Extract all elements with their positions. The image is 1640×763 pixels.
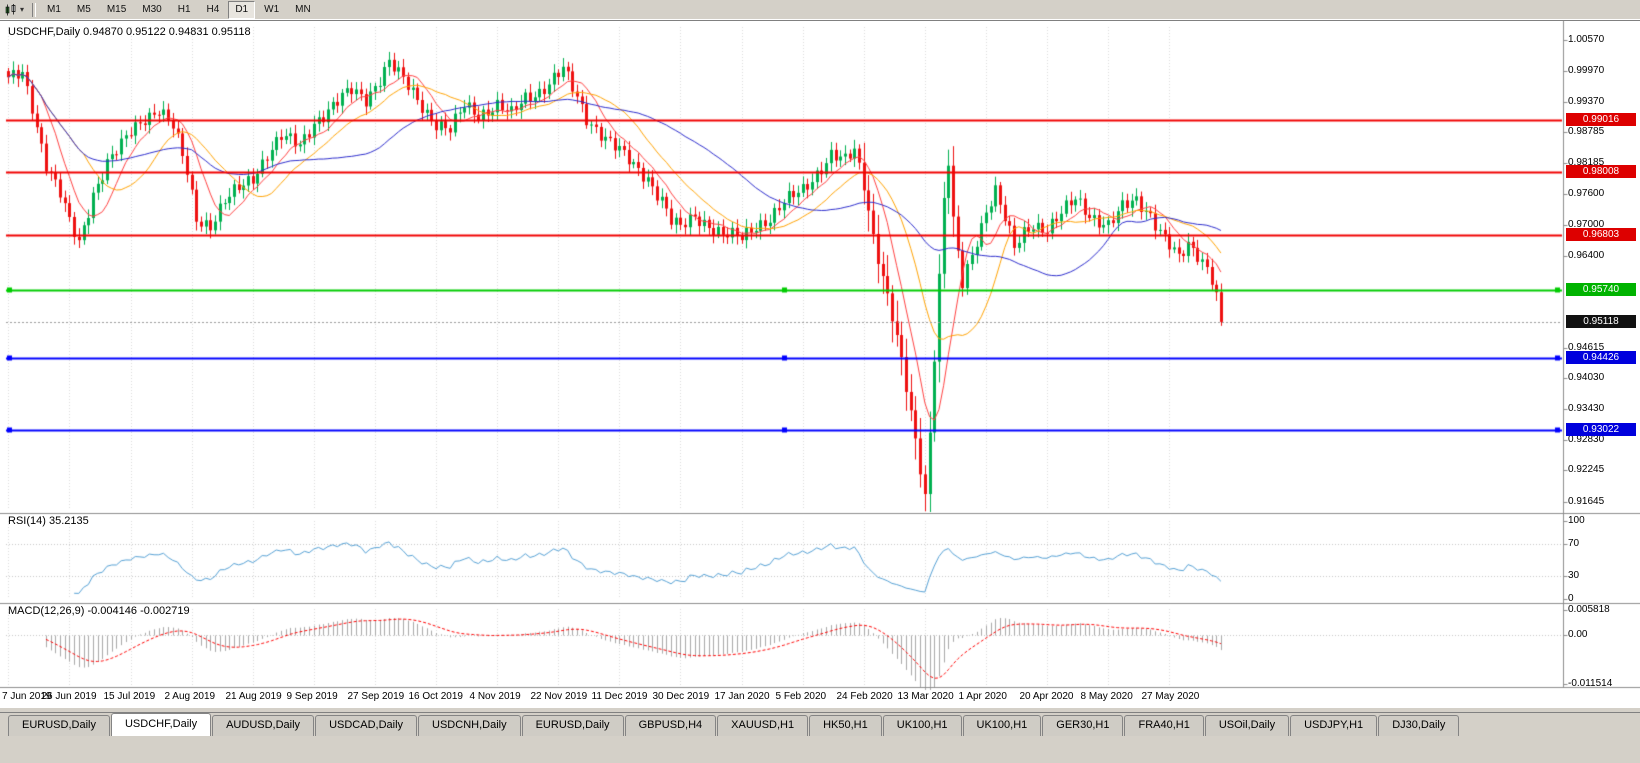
price-axis-label: 0.91645 — [1568, 495, 1605, 507]
date-label: 17 Jan 2020 — [714, 691, 770, 702]
timeframe-button-mn[interactable]: MN — [295, 3, 311, 15]
price-axis-label: 0.94615 — [1568, 341, 1605, 353]
price-axis-label: 0.98185 — [1568, 157, 1605, 169]
date-label: 9 Sep 2019 — [286, 691, 338, 702]
timeframe-button-d1[interactable]: D1 — [228, 0, 256, 19]
date-label: 1 Apr 2020 — [958, 691, 1007, 702]
date-label: 16 Oct 2019 — [408, 691, 463, 702]
toolbar-separator — [32, 2, 37, 17]
date-label: 2 Aug 2019 — [164, 691, 216, 702]
macd-axis-label: -0.011514 — [1568, 677, 1613, 689]
timeframe-button-m1[interactable]: M1 — [47, 3, 61, 15]
date-label: 15 Jul 2019 — [103, 691, 156, 702]
timeframe-button-w1[interactable]: W1 — [264, 3, 280, 15]
chart-tab-eurusd-daily[interactable]: EURUSD,Daily — [521, 715, 624, 736]
macd-axis-label: 0.005818 — [1568, 603, 1610, 615]
timeframe-button-m15[interactable]: M15 — [106, 3, 127, 15]
date-label: 24 Feb 2020 — [836, 691, 893, 702]
chart-tabs-bar: EURUSD,Daily USDCHF,Daily AUDUSD,Daily USDC… — [0, 712, 1640, 736]
date-label: 27 Sep 2019 — [347, 691, 405, 702]
rsi-title: RSI(14) 35.2135 — [8, 515, 89, 527]
date-label: 5 Feb 2020 — [775, 691, 827, 702]
current-price-badge: 0.95118 — [1566, 314, 1636, 328]
price-axis-label: 0.99370 — [1568, 95, 1605, 107]
price-axis-label: 0.98785 — [1568, 126, 1605, 138]
price-level-badge[interactable]: 0.99016 — [1566, 113, 1636, 127]
date-label: 20 Apr 2020 — [1019, 691, 1074, 702]
chart-canvas[interactable] — [0, 21, 1640, 709]
candlestick-chart-icon[interactable] — [3, 3, 19, 17]
timeframe-button-h1[interactable]: H1 — [177, 3, 191, 15]
chart-tab-gbpusd-h4[interactable]: GBPUSD,H4 — [624, 715, 717, 736]
price-level-badge[interactable]: 0.94426 — [1566, 350, 1636, 364]
price-level-badge[interactable]: 0.95740 — [1566, 282, 1636, 296]
price-axis-label: 0.96400 — [1568, 249, 1605, 261]
chart-tab-audusd-daily[interactable]: AUDUSD,Daily — [212, 715, 315, 736]
date-label: 13 Mar 2020 — [897, 691, 954, 702]
chart-title: USDCHF,Daily 0.94870 0.95122 0.94831 0.9… — [8, 26, 251, 38]
price-level-badge[interactable]: 0.93022 — [1566, 423, 1636, 437]
chart-tab-uk100-h1[interactable]: UK100,H1 — [962, 715, 1042, 736]
chart-tab-dj30-daily[interactable]: DJ30,Daily — [1378, 715, 1460, 736]
date-label: 27 May 2020 — [1141, 691, 1200, 702]
price-axis-label: 0.92245 — [1568, 464, 1605, 476]
date-label: 22 Nov 2019 — [530, 691, 588, 702]
rsi-axis-label: 30 — [1568, 569, 1580, 581]
timeframe-button-m30[interactable]: M30 — [142, 3, 162, 15]
price-axis-label: 0.97000 — [1568, 218, 1605, 230]
chart-tab-usdcad-daily[interactable]: USDCAD,Daily — [315, 715, 418, 736]
price-axis-label: 0.92830 — [1568, 434, 1605, 446]
chart-tab-uk100-h1[interactable]: UK100,H1 — [882, 715, 962, 736]
date-label: 30 Dec 2019 — [652, 691, 710, 702]
rsi-axis-label: 0 — [1568, 593, 1574, 604]
chart-tab-fra40-h1[interactable]: FRA40,H1 — [1124, 715, 1204, 736]
date-label: 11 Dec 2019 — [591, 691, 648, 702]
chart-tab-usoil-daily[interactable]: USOil,Daily — [1204, 715, 1290, 736]
date-label: 8 May 2020 — [1080, 691, 1133, 702]
timeframe-button-h4[interactable]: H4 — [206, 3, 220, 15]
price-level-badge[interactable]: 0.96803 — [1566, 227, 1636, 241]
price-axis-label: 0.94030 — [1568, 372, 1605, 384]
price-axis-label: 0.97600 — [1568, 187, 1605, 199]
chart-tab-usdchf-daily[interactable]: USDCHF,Daily — [110, 713, 212, 736]
date-label: 21 Aug 2019 — [225, 691, 282, 702]
chart-tab-ger30-h1[interactable]: GER30,H1 — [1042, 715, 1124, 736]
macd-title: MACD(12,26,9) -0.004146 -0.002719 — [8, 605, 190, 617]
timeframe-buttons: M1 M5 M15 M30 H1 H4 D1 W1 MN — [40, 0, 318, 19]
price-axis-label: 1.00570 — [1568, 33, 1605, 45]
date-label: 7 Jun 2019 — [2, 691, 52, 702]
price-axis-label: 0.93430 — [1568, 403, 1605, 415]
timeframe-toolbar: ▾ M1 M5 M15 M30 H1 H4 D1 W1 MN — [0, 0, 1640, 20]
chart-tab-hk50-h1[interactable]: HK50,H1 — [809, 715, 882, 736]
chart-tab-xauusd-h1[interactable]: XAUUSD,H1 — [717, 715, 809, 736]
chart-tab-usdjpy-h1[interactable]: USDJPY,H1 — [1290, 715, 1378, 736]
chart-tab-usdcnh-daily[interactable]: USDCNH,Daily — [418, 715, 521, 736]
chart-tab-eurusd-daily[interactable]: EURUSD,Daily — [8, 715, 110, 736]
date-label: 4 Nov 2019 — [469, 691, 521, 702]
rsi-axis-label: 70 — [1568, 538, 1580, 550]
rsi-axis-label: 100 — [1568, 515, 1585, 526]
macd-axis-label: 0.00 — [1568, 628, 1588, 640]
price-axis-label: 0.99970 — [1568, 64, 1605, 76]
chart-type-dropdown-icon[interactable]: ▾ — [20, 5, 25, 14]
price-level-badge[interactable]: 0.98008 — [1566, 165, 1636, 179]
chart-area: USDCHF,Daily 0.94870 0.95122 0.94831 0.9… — [0, 20, 1640, 709]
date-label: 26 Jun 2019 — [41, 691, 97, 702]
timeframe-button-m5[interactable]: M5 — [76, 3, 91, 15]
